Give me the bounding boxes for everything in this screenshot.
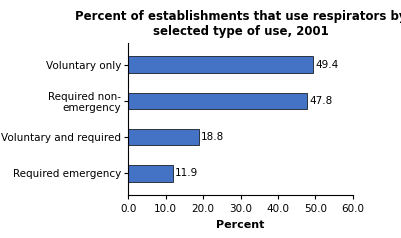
Title: Percent of establishments that use respirators by
selected type of use, 2001: Percent of establishments that use respi… bbox=[75, 10, 401, 38]
Bar bbox=[128, 165, 173, 182]
Bar bbox=[128, 129, 198, 145]
Bar bbox=[128, 56, 313, 73]
Bar bbox=[128, 93, 307, 109]
Text: 49.4: 49.4 bbox=[316, 60, 339, 69]
X-axis label: Percent: Percent bbox=[217, 220, 265, 230]
Text: 47.8: 47.8 bbox=[310, 96, 333, 106]
Text: 18.8: 18.8 bbox=[201, 132, 224, 142]
Text: 11.9: 11.9 bbox=[175, 169, 198, 178]
